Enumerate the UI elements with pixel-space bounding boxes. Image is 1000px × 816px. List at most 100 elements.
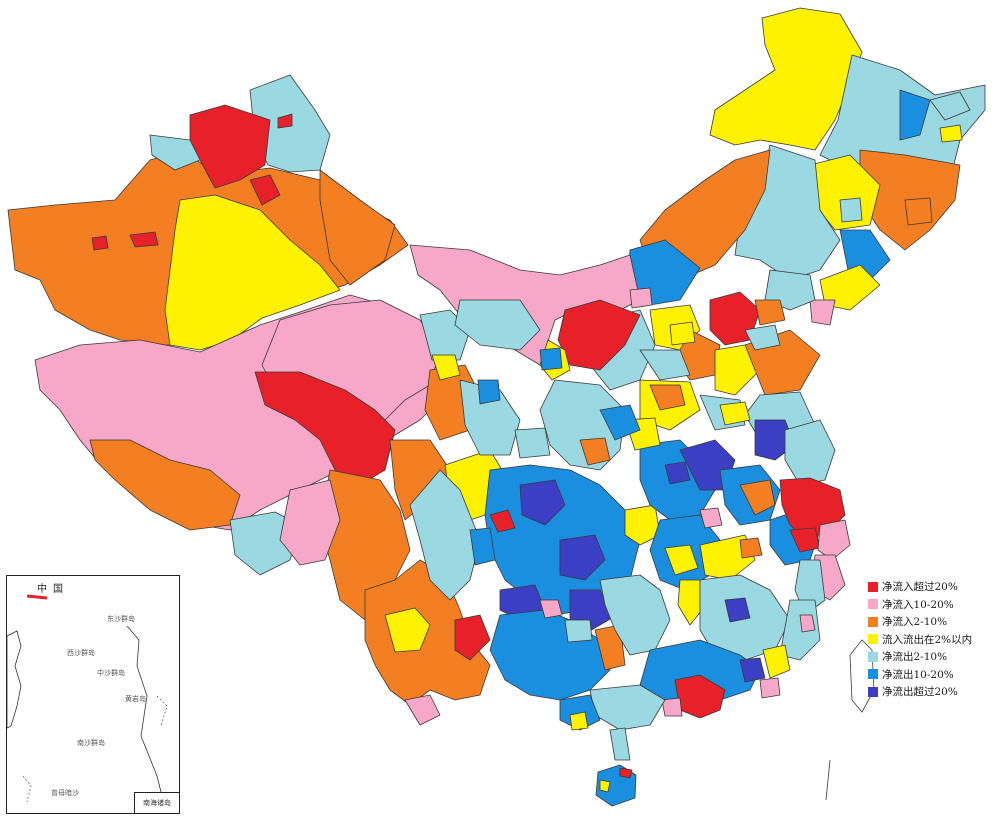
- map-region: [619, 767, 633, 779]
- map-regions: [7, 7, 986, 807]
- map-region: [249, 174, 281, 206]
- map-region: [904, 197, 933, 226]
- map-region: [579, 437, 611, 466]
- map-region: [559, 534, 606, 581]
- map-region: [799, 614, 816, 633]
- map-region: [277, 113, 293, 129]
- map-region: [431, 354, 461, 381]
- legend-label: 净流入10-20%: [882, 598, 954, 611]
- boundary-line: [825, 759, 831, 801]
- map-region: [724, 597, 751, 623]
- map-region: [677, 579, 703, 626]
- map-region: [319, 169, 396, 286]
- map-region: [514, 427, 551, 459]
- map-region: [784, 419, 836, 486]
- map-region: [809, 299, 836, 326]
- map-region: [709, 7, 863, 151]
- map-region: [739, 479, 776, 516]
- inset-label-dongsha: 东沙群岛: [107, 615, 135, 623]
- inset-title: 中国: [37, 584, 69, 595]
- south-china-sea-inset: 中国 东沙群岛 西沙群岛 中沙群岛 南沙群岛 黄岩岛 曾母暗沙 南海诸岛: [6, 575, 180, 814]
- map-region: [404, 694, 441, 726]
- legend-item: 净流出10-20%: [868, 666, 996, 684]
- map-region: [599, 404, 641, 441]
- map-region: [939, 124, 963, 143]
- inset-corner-label: 南海诸岛: [134, 792, 179, 813]
- map-region: [149, 134, 201, 171]
- map-region: [839, 197, 863, 223]
- map-region: [454, 299, 541, 351]
- legend-swatch: [868, 686, 878, 697]
- map-region: [569, 711, 589, 731]
- map-region: [661, 697, 683, 717]
- map-region: [279, 479, 341, 566]
- map-region: [594, 624, 626, 671]
- map-region: [664, 461, 691, 485]
- map-region: [89, 439, 241, 531]
- legend-label: 净流入超过20%: [882, 581, 958, 594]
- map-legend: 净流入超过20% 净流入10-20% 净流入2-10% 流入流出在2%以内 净流出2-1…: [868, 578, 996, 701]
- map-region: [629, 287, 653, 309]
- legend-item: 净流出超过20%: [868, 683, 996, 701]
- inset-label-xisha: 西沙群岛: [67, 649, 95, 657]
- map-region: [469, 527, 496, 566]
- map-region: [649, 384, 686, 411]
- map-region: [164, 194, 341, 351]
- taiwan-outline: [825, 639, 875, 801]
- legend-item: 流入流出在2%以内: [868, 631, 996, 649]
- map-region: [559, 694, 601, 731]
- map-region: [639, 349, 691, 381]
- legend-swatch: [868, 669, 878, 680]
- map-region: [91, 235, 109, 251]
- map-region: [519, 479, 566, 526]
- legend-swatch: [868, 599, 878, 610]
- legend-swatch: [868, 581, 878, 592]
- legend-item: 净流入2-10%: [868, 613, 996, 631]
- map-region: [714, 344, 761, 396]
- map-region: [409, 469, 481, 601]
- map-region: [719, 401, 751, 426]
- legend-item: 净流入超过20%: [868, 578, 996, 596]
- map-region: [699, 507, 723, 529]
- map-region: [817, 519, 851, 561]
- legend-swatch: [868, 651, 878, 662]
- legend-label: 流入流出在2%以内: [882, 633, 973, 646]
- legend-label: 净流出超过20%: [882, 686, 958, 699]
- map-region: [384, 607, 431, 653]
- map-region: [899, 89, 931, 141]
- map-region: [759, 677, 781, 699]
- map-region: [454, 614, 491, 661]
- inset-label-huangyan: 黄岩岛: [125, 695, 146, 703]
- map-region: [539, 347, 563, 371]
- map-region: [754, 299, 786, 326]
- map-region: [564, 619, 593, 643]
- legend-label: 净流入2-10%: [882, 616, 948, 629]
- map-region: [744, 324, 781, 351]
- inset-label-zhongsha: 中沙群岛: [97, 669, 125, 677]
- map-region: [739, 537, 763, 559]
- map-region: [254, 371, 396, 486]
- inset-label-nansha: 南沙群岛: [77, 739, 105, 747]
- map-region: [129, 231, 159, 248]
- legend-swatch: [868, 634, 878, 645]
- map-region: [599, 779, 611, 793]
- map-region: [459, 379, 521, 456]
- map-region: [477, 379, 501, 405]
- inset-outline: [7, 594, 168, 809]
- map-region: [557, 299, 641, 371]
- map-region: [669, 321, 696, 346]
- legend-label: 净流出10-20%: [882, 668, 954, 681]
- map-region: [539, 599, 563, 619]
- legend-swatch: [868, 616, 878, 627]
- legend-label: 净流出2-10%: [882, 651, 948, 664]
- inset-label-zengmu: 曾母暗沙: [51, 789, 79, 797]
- map-region: [739, 657, 766, 683]
- legend-item: 净流入10-20%: [868, 596, 996, 614]
- map-region: [929, 91, 971, 121]
- map-region: [664, 544, 699, 576]
- map-region: [762, 644, 791, 679]
- map-region: [624, 504, 661, 546]
- legend-item: 净流出2-10%: [868, 648, 996, 666]
- map-region: [489, 509, 516, 533]
